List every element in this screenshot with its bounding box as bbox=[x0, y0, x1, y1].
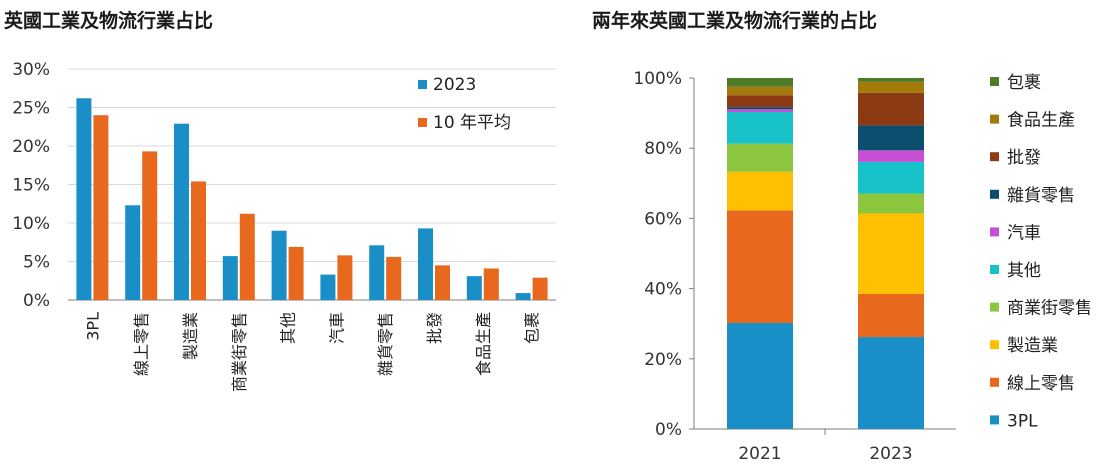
y-tick-label: 60% bbox=[644, 209, 682, 229]
bar-2023 bbox=[369, 245, 385, 300]
x-category-label: 線上零售 bbox=[132, 312, 151, 376]
y-tick-label: 5% bbox=[23, 253, 50, 273]
stack-segment bbox=[727, 171, 793, 211]
y-tick-label: 20% bbox=[12, 137, 50, 157]
stack-segment bbox=[858, 92, 924, 126]
stack-segment bbox=[727, 109, 793, 113]
legend-label: 其他 bbox=[1007, 261, 1041, 281]
bar-2023 bbox=[222, 256, 238, 300]
bar-2023 bbox=[320, 274, 336, 300]
bar-avg bbox=[191, 181, 206, 300]
legend-swatch bbox=[990, 114, 999, 124]
bar-avg bbox=[483, 268, 499, 300]
stack-segment bbox=[858, 293, 924, 338]
bar-2023 bbox=[125, 205, 141, 300]
y-tick-label: 0% bbox=[655, 420, 682, 440]
y-tick-label: 40% bbox=[644, 280, 682, 300]
x-category-label: 其他 bbox=[279, 312, 298, 344]
legend-label: 10 年平均 bbox=[433, 113, 511, 133]
x-category-label: 汽車 bbox=[327, 312, 346, 344]
stack-segment bbox=[858, 213, 924, 294]
y-tick-label: 100% bbox=[633, 69, 682, 89]
bar-avg bbox=[288, 246, 304, 300]
x-category-label: 食品生產 bbox=[474, 312, 493, 376]
y-tick-label: 10% bbox=[12, 214, 50, 234]
stack-segment bbox=[727, 143, 793, 172]
bar-avg bbox=[532, 277, 548, 300]
legend-swatch bbox=[990, 340, 999, 350]
stack-segment bbox=[727, 112, 793, 144]
x-category-label: 2021 bbox=[738, 444, 781, 464]
stack-segment bbox=[858, 125, 924, 151]
stack-segment bbox=[727, 322, 793, 429]
y-tick-label: 25% bbox=[12, 99, 50, 119]
y-tick-label: 0% bbox=[23, 291, 50, 311]
stack-segment bbox=[727, 95, 793, 108]
legend-label: 包裹 bbox=[1007, 73, 1041, 93]
stack-segment bbox=[727, 78, 793, 87]
legend-label: 雜貨零售 bbox=[1007, 186, 1075, 206]
legend-swatch bbox=[990, 77, 999, 86]
bar-2023 bbox=[174, 123, 189, 300]
stack-segment bbox=[858, 193, 924, 214]
bar-avg bbox=[386, 256, 402, 300]
x-category-label: 雜貨零售 bbox=[376, 312, 395, 376]
legend-swatch bbox=[990, 302, 999, 312]
bar-2023 bbox=[271, 230, 287, 300]
y-tick-label: 80% bbox=[644, 139, 682, 159]
stack-segment bbox=[727, 210, 793, 323]
legend-label: 食品生產 bbox=[1007, 111, 1075, 131]
bar-avg bbox=[239, 213, 255, 300]
stack-segment bbox=[858, 81, 924, 93]
x-category-label: 包裹 bbox=[523, 312, 542, 344]
legend-swatch bbox=[990, 415, 999, 425]
legend-label: 商業街零售 bbox=[1007, 299, 1092, 319]
bar-avg bbox=[337, 255, 353, 300]
legend-label: 線上零售 bbox=[1007, 374, 1075, 394]
legend-swatch bbox=[990, 227, 999, 237]
bar-avg bbox=[93, 115, 109, 300]
stack-segment bbox=[858, 150, 924, 162]
legend-swatch bbox=[990, 189, 999, 199]
legend-label: 汽車 bbox=[1007, 223, 1041, 243]
bar-avg bbox=[435, 265, 450, 300]
legend-swatch bbox=[990, 265, 999, 274]
chart-title-right: 兩年來英國工業及物流行業的占比 bbox=[592, 10, 878, 32]
bar-2023 bbox=[466, 276, 482, 300]
stack-segment bbox=[858, 78, 924, 82]
legend-swatch bbox=[990, 152, 999, 162]
x-category-label: 批發 bbox=[425, 312, 444, 344]
legend-label: 2023 bbox=[433, 75, 476, 95]
legend-swatch bbox=[990, 377, 999, 387]
chart-title-left: 英國工業及物流行業占比 bbox=[4, 10, 214, 32]
y-tick-label: 15% bbox=[12, 176, 50, 196]
stack-segment bbox=[858, 161, 924, 194]
bar-2023 bbox=[418, 228, 433, 300]
bar-avg bbox=[142, 151, 158, 300]
x-category-label: 2023 bbox=[869, 444, 912, 464]
y-tick-label: 20% bbox=[644, 350, 682, 370]
legend-label: 製造業 bbox=[1007, 336, 1058, 356]
stack-segment bbox=[727, 107, 793, 110]
legend-swatch bbox=[418, 118, 427, 127]
bar-2023 bbox=[76, 98, 92, 300]
legend-label: 批發 bbox=[1007, 148, 1041, 168]
legend-label: 3PL bbox=[1007, 411, 1038, 431]
x-category-label: 3PL bbox=[83, 312, 102, 341]
legend-swatch bbox=[418, 80, 427, 89]
stack-segment bbox=[858, 337, 924, 429]
bar-2023 bbox=[515, 293, 531, 300]
x-category-label: 商業街零售 bbox=[230, 312, 249, 392]
y-tick-label: 30% bbox=[12, 60, 50, 80]
chart-left: 0% 5% 10% 15% 20% 25% 30% 3PL 線上零售 製造業 商業街零售 其他 汽車 雜貨… bbox=[12, 60, 556, 392]
x-category-label: 製造業 bbox=[181, 312, 200, 360]
stack-segment bbox=[727, 86, 793, 96]
